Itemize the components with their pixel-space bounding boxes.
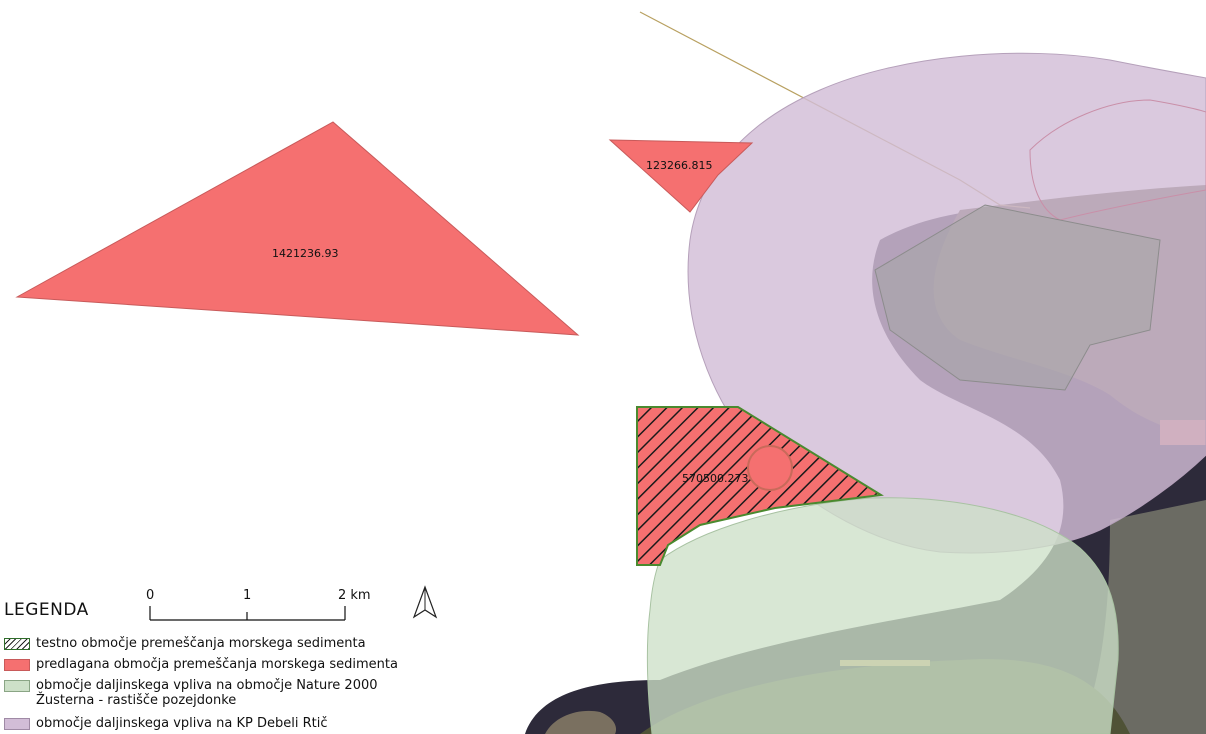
proposed-area-large[interactable]: [15, 121, 580, 336]
legend-item-proposed: predlagana območja premeščanja morskega …: [4, 657, 398, 672]
proposed-area-small[interactable]: [608, 139, 754, 213]
scale-bar: 0 1 2 km: [146, 588, 371, 621]
legend-label-kp: območje daljinskega vpliva na KP Debeli …: [36, 716, 328, 731]
legend-label-proposed: predlagana območja premeščanja morskega …: [36, 657, 398, 672]
red-swatch-icon: [4, 659, 30, 671]
scale-tick-1: 1: [243, 588, 251, 603]
green-swatch-icon: [4, 680, 30, 692]
legend-label-test: testno območje premeščanja morskega sedi…: [36, 636, 366, 651]
legend-label-natura: območje daljinskega vpliva na območje Na…: [36, 678, 378, 693]
legend-title: LEGENDA: [4, 600, 89, 620]
area-label-test: 570500.273: [682, 472, 748, 485]
hatch-swatch-icon: [4, 638, 30, 650]
purple-swatch-icon: [4, 718, 30, 730]
scale-tick-0: 0: [146, 588, 154, 603]
test-area-circle: [747, 445, 793, 491]
legend-item-natura: območje daljinskega vpliva na območje Na…: [4, 678, 378, 708]
land-area-islet: [545, 710, 617, 734]
area-label-small: 123266.815: [646, 159, 712, 172]
legend-label-natura-line2: Žusterna - rastišče pozejdonke: [36, 693, 237, 708]
grey-influence-area: [874, 204, 1161, 391]
scale-tick-2: 2 km: [338, 588, 371, 603]
area-label-large: 1421236.93: [272, 247, 338, 260]
legend-item-kp: območje daljinskega vpliva na KP Debeli …: [4, 716, 328, 731]
legend-item-test: testno območje premeščanja morskega sedi…: [4, 636, 366, 651]
north-arrow-icon: [412, 585, 438, 619]
natura-influence-area: [646, 497, 1119, 734]
